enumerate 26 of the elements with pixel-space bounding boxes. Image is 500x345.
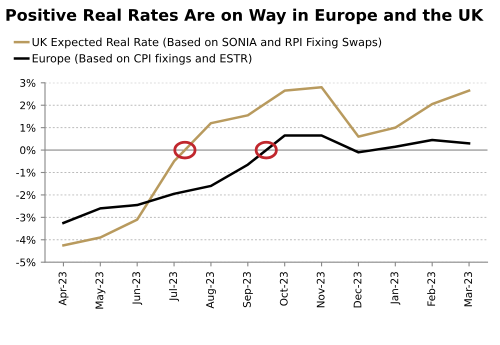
y-tick-label: -4% <box>16 236 36 244</box>
y-tick-label: 2% <box>20 101 36 110</box>
y-tick-label: 0% <box>20 146 36 154</box>
line-series <box>62 86 470 247</box>
y-tick-label: 1% <box>20 124 36 132</box>
legend-label: UK Expected Real Rate (Based on SONIA and RPI Fixing Swaps) <box>32 38 382 48</box>
x-tick-label: Sep-23 <box>242 272 253 308</box>
x-tick-label: Oct-23 <box>280 272 288 306</box>
line-series <box>62 134 470 224</box>
x-tick-label: Nov-23 <box>316 272 325 308</box>
y-tick-label: -1% <box>16 168 36 177</box>
x-tick-label: Mar-23 <box>464 272 472 306</box>
x-tick-label: Jan-23 <box>390 272 400 305</box>
x-tick-label: Apr-23 <box>58 272 68 306</box>
legend-label: Europe (Based on CPI fixings and ESTR) <box>32 54 252 65</box>
x-tick-label: May-23 <box>95 272 106 309</box>
chart-title: Positive Real Rates Are on Way in Europe and the UK <box>6 8 484 24</box>
x-tick-label: Aug-23 <box>206 272 216 308</box>
y-tick-label: -2% <box>16 191 36 200</box>
x-tick-label: Dec-23 <box>354 272 362 308</box>
x-tick-label: Feb-23 <box>427 272 436 306</box>
y-tick-label: 3% <box>20 79 36 87</box>
x-tick-label: Jul-23 <box>169 272 180 302</box>
y-tick-label: -3% <box>16 214 36 222</box>
x-tick-label: Jun-23 <box>132 272 142 306</box>
y-tick-label: -5% <box>16 258 36 266</box>
